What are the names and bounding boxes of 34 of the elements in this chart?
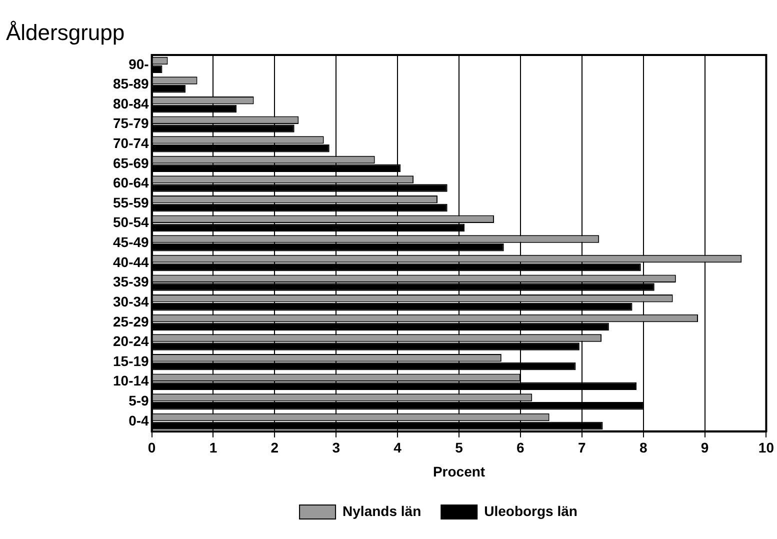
- x-tick-label: 1: [209, 440, 218, 456]
- x-tick-label: 8: [639, 440, 648, 456]
- y-tick-label: 20-24: [112, 333, 150, 350]
- y-tick-label: 35-39: [112, 274, 150, 290]
- y-tick-label: 50-54: [112, 214, 150, 230]
- x-tick-label: 7: [578, 440, 586, 456]
- y-tick-label: 25-29: [112, 313, 150, 330]
- x-tick-label: 3: [332, 440, 340, 456]
- y-tick-label: 5-9: [128, 392, 150, 409]
- y-tick-label: 15-19: [112, 352, 150, 369]
- y-tick-label: 55-59: [112, 194, 150, 210]
- x-tick-label: 10: [758, 440, 774, 456]
- y-tick-label: 65-69: [112, 154, 150, 171]
- x-tick-label: 9: [700, 440, 709, 456]
- y-tick-label: 90-: [128, 56, 150, 72]
- y-tick-label: 70-74: [112, 135, 150, 152]
- x-tick-label: 4: [394, 440, 402, 456]
- x-tick-label: 2: [270, 440, 279, 456]
- y-tick-label: 60-64: [112, 174, 150, 191]
- y-tick-label: 75-79: [112, 115, 150, 132]
- y-tick-label: 0-4: [128, 412, 150, 428]
- legend-label: Uleoborgs län: [484, 502, 578, 519]
- y-axis-title: Åldersgrupp: [6, 20, 125, 46]
- y-tick-label: 40-44: [112, 254, 150, 270]
- y-tick-label: 85-89: [112, 76, 150, 92]
- x-axis-title: Procent: [432, 463, 486, 480]
- x-tick-label: 5: [455, 440, 464, 456]
- y-tick-label: 45-49: [112, 234, 150, 250]
- y-tick-label: 30-34: [112, 293, 150, 310]
- y-tick-label: 10-14: [112, 372, 150, 389]
- x-tick-label: 0: [148, 440, 156, 456]
- legend-label: Nylands län: [342, 502, 422, 519]
- y-tick-label: 80-84: [112, 95, 150, 112]
- x-tick-label: 6: [516, 440, 525, 456]
